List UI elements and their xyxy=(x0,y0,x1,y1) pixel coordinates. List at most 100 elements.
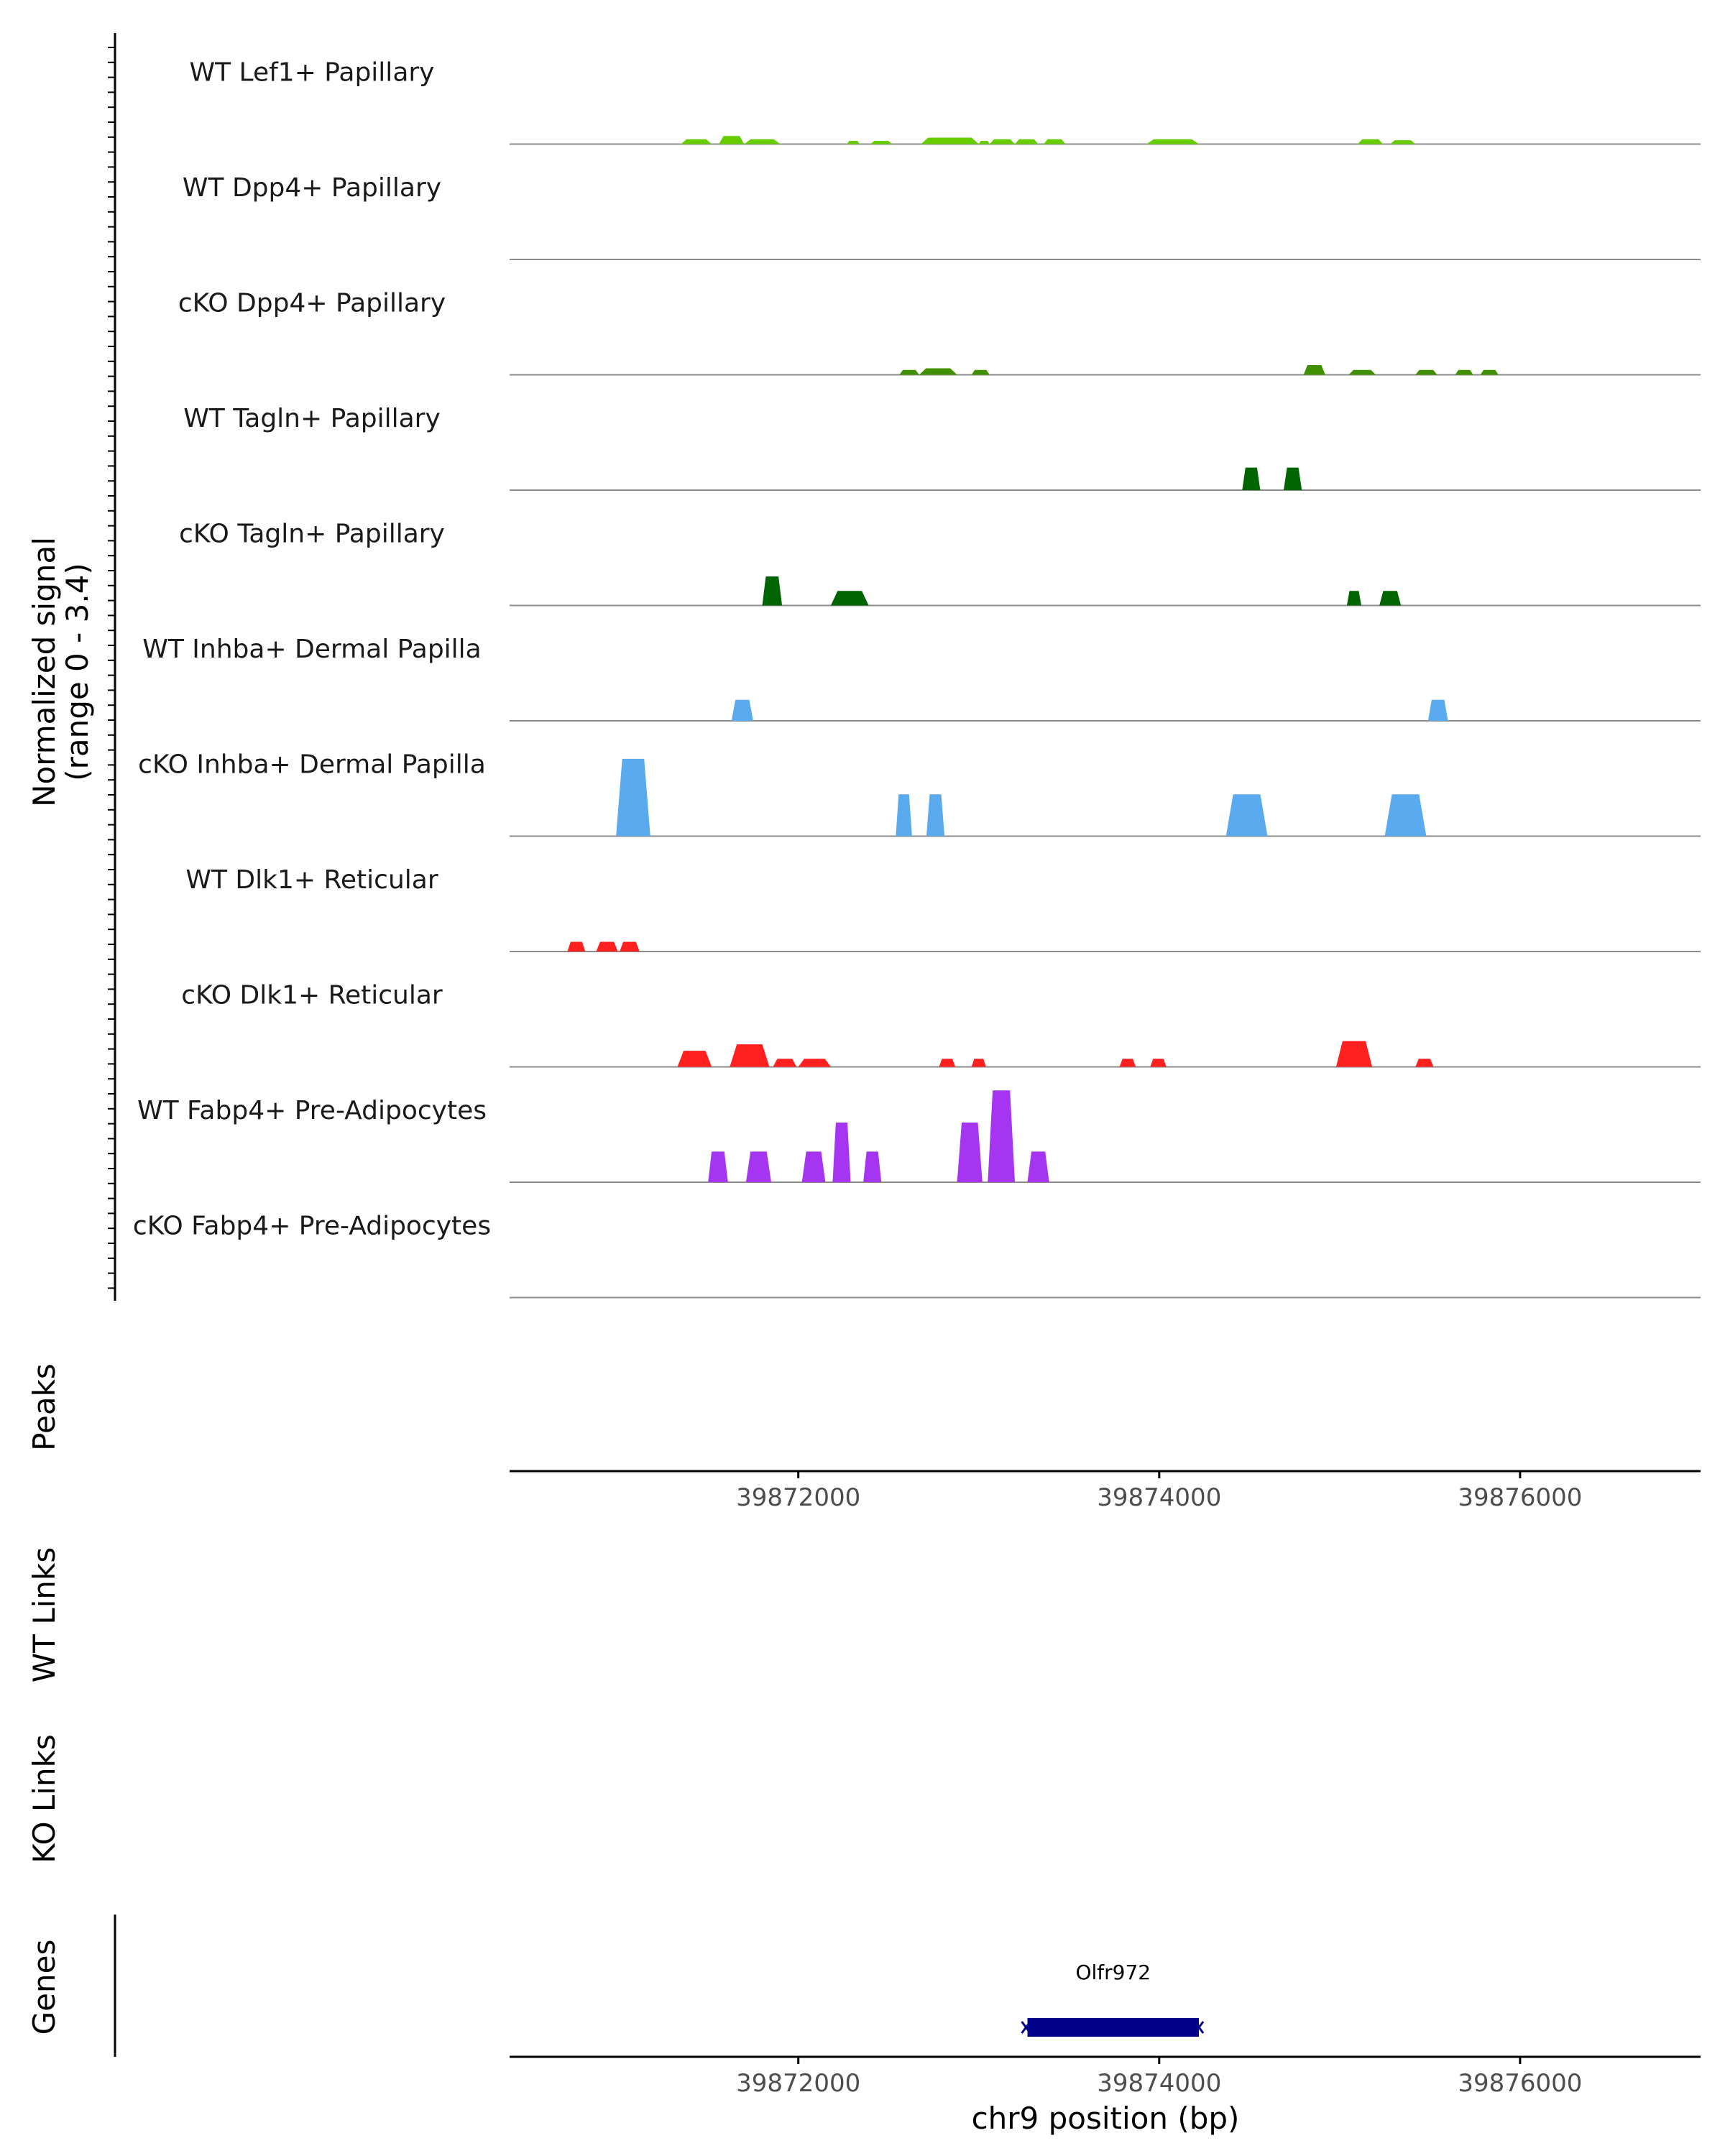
coverage-peak xyxy=(1150,1059,1167,1067)
coverage-peak xyxy=(1358,139,1384,144)
coverage-peak xyxy=(730,1044,770,1067)
coverage-peak xyxy=(1119,1059,1136,1067)
coverage-peak xyxy=(620,941,640,952)
coverage-peak xyxy=(989,139,1015,144)
track-label: cKO Inhba+ Dermal Papilla xyxy=(138,750,486,779)
track-label: cKO Tagln+ Papillary xyxy=(179,519,445,548)
x-tick-label: 39874000 xyxy=(1097,1483,1221,1512)
x-axis-label: chr9 position (bp) xyxy=(972,2101,1240,2136)
coverage-peak xyxy=(1379,591,1402,606)
x-tick-label: 39876000 xyxy=(1458,2069,1582,2098)
peaks-x-axis: 39872000 39874000 39876000 xyxy=(736,1471,1582,1512)
gene-name: Olfr972 xyxy=(1075,1961,1151,1984)
coverage-peak xyxy=(798,1059,831,1067)
coverage-peak xyxy=(1415,369,1438,375)
track: WT Tagln+ Papillary xyxy=(183,404,1701,491)
coverage-tracks: WT Lef1+ Papillary WT Dpp4+ Papillary cKO … xyxy=(133,57,1701,1299)
coverage-peak xyxy=(863,1151,882,1182)
y-axis-range-label: (range 0 - 3.4) xyxy=(60,563,95,781)
coverage-peak xyxy=(1415,1059,1434,1067)
genes-x-axis: 39872000 39874000 39876000 xyxy=(736,2057,1582,2098)
x-tick-label: 39872000 xyxy=(736,2069,860,2098)
coverage-peak xyxy=(988,1090,1015,1182)
coverage-peak xyxy=(971,369,990,375)
coverage-peak xyxy=(971,1059,986,1067)
coverage-peak xyxy=(773,1059,797,1067)
coverage-peak xyxy=(719,136,745,144)
coverage-peak xyxy=(1346,591,1361,606)
x-tick-label: 39872000 xyxy=(736,1483,860,1512)
coverage-peak xyxy=(1390,140,1416,144)
track-label: WT Inhba+ Dermal Papilla xyxy=(142,635,481,664)
track: cKO Tagln+ Papillary xyxy=(179,519,1701,607)
track: WT Fabp4+ Pre-Adipocytes xyxy=(137,1090,1701,1183)
coverage-peak xyxy=(731,699,753,721)
peaks-label: Peaks xyxy=(27,1363,62,1451)
gene-strand-marker xyxy=(1021,2021,1031,2034)
coverage-peak xyxy=(896,794,912,837)
y-axis-ticks xyxy=(108,47,115,1289)
coverage-peak xyxy=(1146,139,1200,144)
coverage-peak xyxy=(1242,467,1261,490)
track: WT Dlk1+ Reticular xyxy=(185,865,1701,952)
coverage-peak xyxy=(832,1123,851,1182)
track-label: WT Lef1+ Papillary xyxy=(190,57,435,87)
coverage-peak xyxy=(1015,139,1039,144)
coverage-peak xyxy=(1384,794,1427,837)
coverage-peak xyxy=(1303,365,1325,375)
coverage-peak xyxy=(870,141,893,144)
coverage-peak xyxy=(899,369,919,375)
coverage-peak xyxy=(1225,794,1268,837)
coverage-peak xyxy=(744,139,781,144)
coverage-peak xyxy=(1480,369,1499,375)
track-label: WT Dpp4+ Papillary xyxy=(183,173,441,203)
gene-annotations: Olfr972 xyxy=(1021,1961,1205,2037)
coverage-peak xyxy=(1044,139,1066,144)
coverage-peak xyxy=(616,758,650,837)
track-label: cKO Dpp4+ Papillary xyxy=(178,288,446,318)
track: cKO Dlk1+ Reticular xyxy=(181,980,1701,1068)
coverage-peak xyxy=(919,368,957,375)
coverage-peak xyxy=(939,1059,956,1067)
coverage-peak xyxy=(1348,369,1376,375)
track: WT Inhba+ Dermal Papilla xyxy=(142,635,1701,722)
coverage-peak xyxy=(978,141,990,144)
track-label: cKO Dlk1+ Reticular xyxy=(181,980,443,1010)
gene-strand-marker xyxy=(1193,2021,1205,2034)
coverage-peak xyxy=(745,1151,771,1182)
ko-links-label: KO Links xyxy=(27,1734,62,1864)
track-label: WT Dlk1+ Reticular xyxy=(185,865,438,895)
track: cKO Dpp4+ Papillary xyxy=(178,288,1701,376)
coverage-peak xyxy=(921,137,979,144)
coverage-peak xyxy=(926,794,945,837)
coverage-peak xyxy=(596,941,618,952)
y-axis-label: Normalized signal xyxy=(27,537,62,807)
coverage-peak xyxy=(1455,369,1473,375)
x-tick-label: 39874000 xyxy=(1097,2069,1221,2098)
coverage-peak xyxy=(830,591,869,606)
coverage-peak xyxy=(1427,699,1448,721)
gene-body xyxy=(1027,2018,1199,2037)
y-axis-title: Normalized signal (range 0 - 3.4) xyxy=(27,537,95,807)
coverage-peak xyxy=(1284,467,1302,490)
coverage-peak xyxy=(847,141,860,144)
coverage-peak xyxy=(708,1151,728,1182)
coverage-peak xyxy=(1335,1041,1373,1067)
track-label: cKO Fabp4+ Pre-Adipocytes xyxy=(133,1211,491,1240)
coverage-peak xyxy=(567,941,586,952)
track-label: WT Tagln+ Papillary xyxy=(183,404,441,433)
genes-label: Genes xyxy=(27,1940,62,2035)
gene: Olfr972 xyxy=(1021,1961,1205,2037)
coverage-peak xyxy=(681,139,712,144)
track: WT Dpp4+ Papillary xyxy=(183,173,1701,260)
coverage-peak xyxy=(762,576,783,606)
track: WT Lef1+ Papillary xyxy=(190,57,1701,145)
track-label: WT Fabp4+ Pre-Adipocytes xyxy=(137,1096,487,1125)
coverage-peak xyxy=(1027,1151,1049,1182)
x-tick-label: 39876000 xyxy=(1458,1483,1582,1512)
coverage-peak xyxy=(957,1123,983,1182)
track: cKO Inhba+ Dermal Papilla xyxy=(138,750,1701,837)
coverage-peak xyxy=(677,1051,712,1067)
track: cKO Fabp4+ Pre-Adipocytes xyxy=(133,1211,1701,1299)
